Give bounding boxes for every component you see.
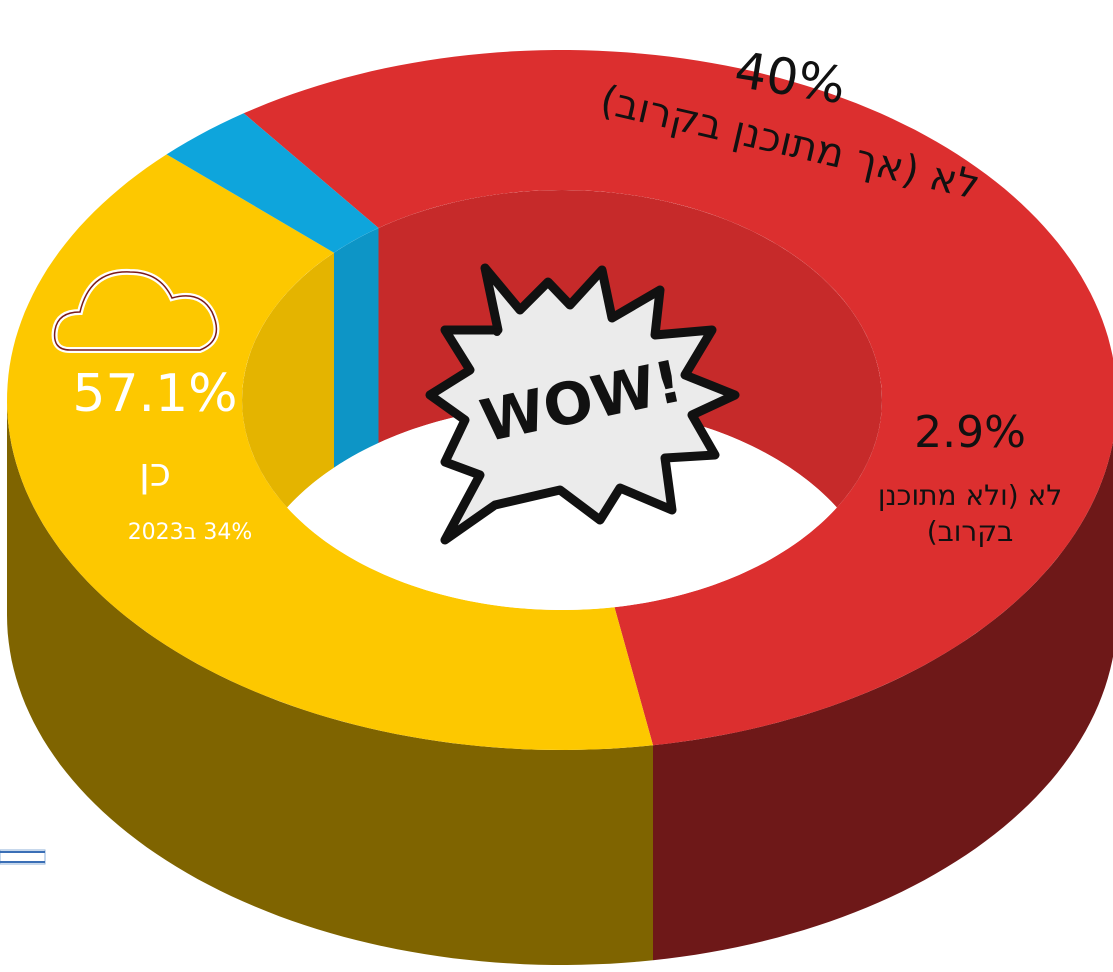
callout-burst	[425, 263, 740, 545]
slice	[166, 113, 379, 253]
annotation: 34% ב2023	[127, 520, 253, 545]
cloud-icon-outline	[53, 271, 218, 351]
slice	[7, 154, 653, 750]
slice	[243, 50, 1113, 746]
slice-side	[653, 441, 1113, 961]
side-layer	[7, 400, 1113, 965]
top-layer	[7, 50, 1113, 750]
category-label: כן	[138, 450, 172, 496]
slice-inner-wall	[334, 228, 379, 468]
decor: WOW!	[0, 263, 740, 865]
value-label: 2.9%	[914, 407, 1026, 458]
burst-dot	[493, 328, 501, 336]
category-label: לא (ולא מתוכנן בקרוב)	[877, 479, 1063, 549]
flag-icon	[0, 849, 46, 865]
slice-side	[7, 400, 653, 965]
hole-floor	[242, 405, 882, 610]
value-label: 57.1%	[72, 364, 238, 424]
